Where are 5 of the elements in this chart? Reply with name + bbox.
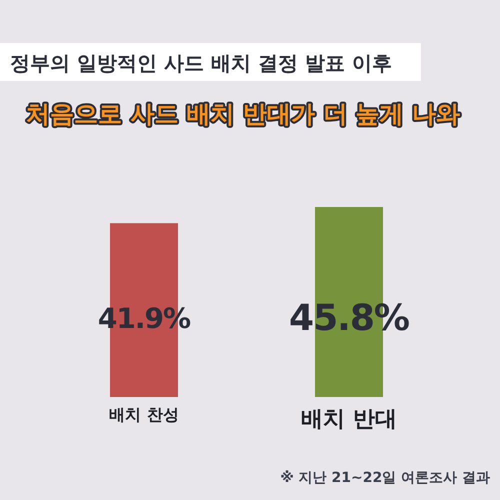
x-tick-label: 배치 찬성: [109, 405, 179, 424]
chart-subtitle: 처음으로 사드 배치 반대가 더 높게 나와: [26, 100, 460, 128]
x-tick-label: 배치 반대: [301, 407, 397, 432]
chart-title: 정부의 일방적인 사드 배치 결정 발표 이후: [10, 51, 392, 75]
text: ※ 지난 21~22일 여론조사 결과: [280, 470, 490, 486]
